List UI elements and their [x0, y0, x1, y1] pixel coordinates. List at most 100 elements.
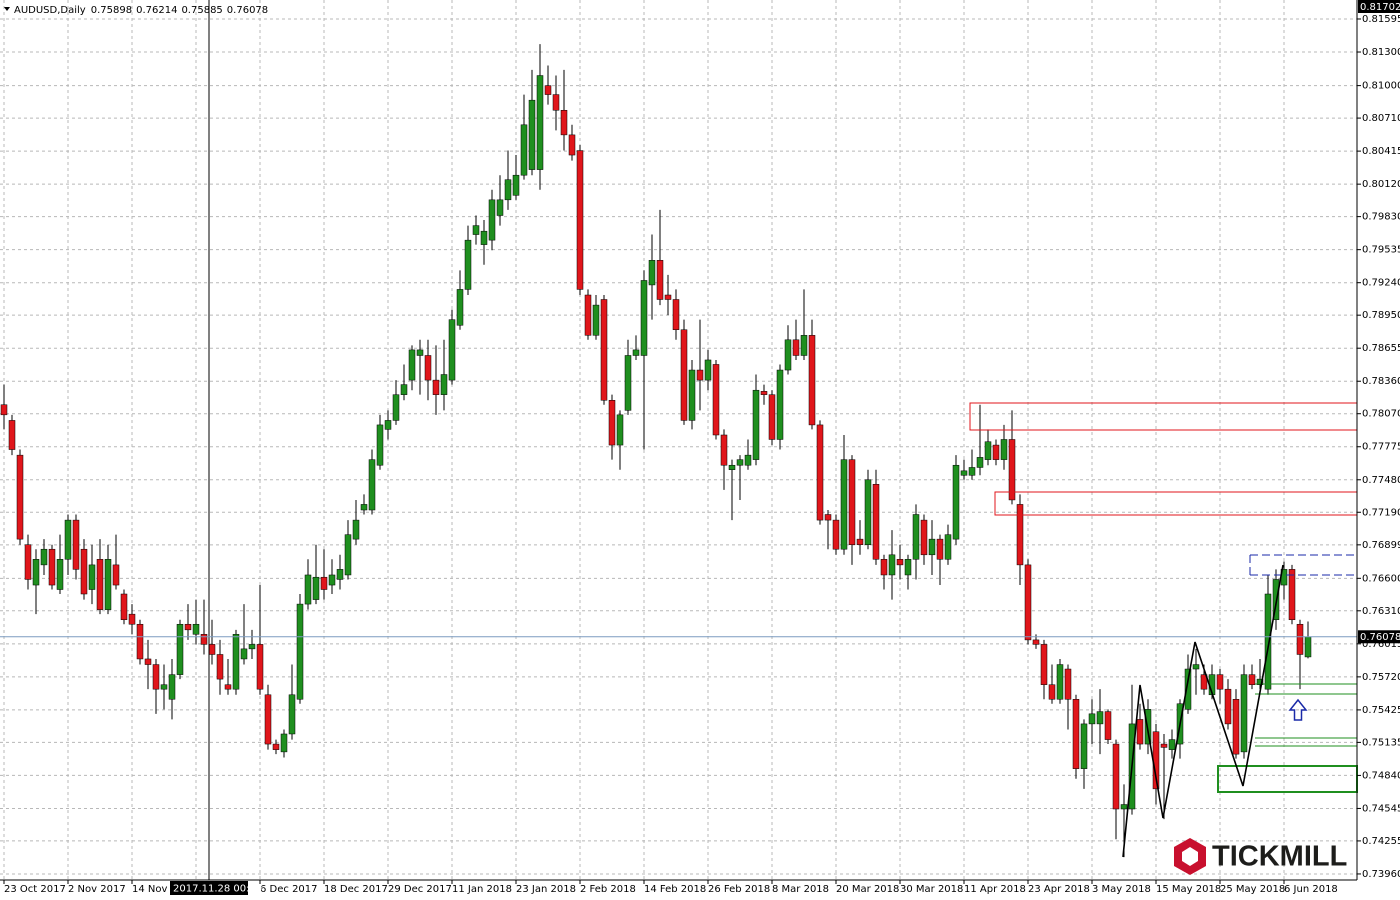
- x-tick-label: 11 Apr 2018: [964, 884, 1026, 895]
- candle-body: [424, 355, 432, 381]
- candle-body: [624, 355, 632, 411]
- candle-body: [472, 225, 480, 235]
- candle-body: [640, 280, 648, 356]
- y-tick-label: 0.75425: [1362, 705, 1400, 716]
- x-tick-label: 20 Mar 2018: [836, 884, 899, 895]
- candle-body: [344, 534, 352, 576]
- candle-body: [352, 519, 360, 540]
- candle-body: [584, 294, 592, 336]
- candle-body: [712, 364, 720, 436]
- menu-triangle: [4, 7, 10, 11]
- candle-body: [232, 634, 240, 690]
- candle-body: [1112, 743, 1120, 810]
- candle-body: [800, 335, 808, 356]
- candle-body: [128, 613, 136, 625]
- crosshair-label: 2017.11.28 00:00: [173, 884, 262, 895]
- candle-body: [24, 544, 32, 580]
- x-tick-label: 11 Jan 2018: [452, 884, 512, 895]
- header-open: 0.75898: [91, 5, 132, 16]
- y-tick-label: 0.78070: [1362, 409, 1400, 420]
- candle-body: [1224, 688, 1232, 725]
- candle-body: [1216, 674, 1224, 690]
- candle-body: [312, 576, 320, 600]
- scale-top-box: [1358, 0, 1400, 13]
- candle-body: [824, 514, 832, 521]
- candle-body: [440, 374, 448, 395]
- y-tick-label: 0.75720: [1362, 672, 1400, 683]
- candle-body: [1080, 723, 1088, 769]
- y-tick-label: 0.79240: [1362, 278, 1400, 289]
- candle-body: [808, 335, 816, 426]
- candle-body: [8, 420, 16, 450]
- candle-body: [1256, 678, 1264, 685]
- candle-body: [80, 548, 88, 595]
- current-price-box: [1358, 630, 1400, 644]
- y-tick-label: 0.76015: [1362, 639, 1400, 650]
- candle-body: [560, 109, 568, 136]
- candle-body: [336, 569, 344, 580]
- x-tick-label: 6 Dec 2017: [260, 884, 318, 895]
- candle-body: [384, 420, 392, 430]
- candles: [0, 44, 1312, 858]
- candle-body: [632, 349, 640, 356]
- candle-body: [960, 470, 968, 476]
- candle-body: [752, 389, 760, 460]
- symbol: AUDUSD,Daily: [14, 5, 86, 16]
- candle-body: [776, 369, 784, 440]
- candle-body: [272, 743, 280, 750]
- candle-body: [432, 379, 440, 395]
- grid: [0, 0, 1357, 880]
- y-tick-label: 0.81595: [1362, 14, 1400, 25]
- candle-body: [136, 623, 144, 660]
- candle-body: [592, 304, 600, 336]
- candle-body: [1240, 674, 1248, 753]
- candle-body: [480, 230, 488, 245]
- candle-body: [720, 434, 728, 466]
- candle-body: [976, 457, 984, 468]
- candle-body: [992, 444, 1000, 460]
- candle-body: [1016, 504, 1024, 566]
- candle-body: [984, 441, 992, 460]
- candle-body: [1032, 639, 1040, 645]
- candle-body: [896, 559, 904, 566]
- candle-body: [968, 467, 976, 476]
- candle-body: [848, 459, 856, 545]
- candle-body: [512, 174, 520, 196]
- y-tick-label: 0.74840: [1362, 770, 1400, 781]
- candle-body: [144, 658, 152, 665]
- candle-body: [1024, 564, 1032, 641]
- y-tick-label: 0.79535: [1362, 245, 1400, 256]
- candle-body: [1232, 699, 1240, 755]
- candle-body: [792, 339, 800, 356]
- header-low: 0.75885: [181, 5, 222, 16]
- candle-body: [832, 519, 840, 550]
- candle-body: [680, 329, 688, 421]
- candle-body: [1248, 674, 1256, 685]
- candle-body: [688, 369, 696, 421]
- candle-body: [16, 454, 24, 540]
- candle-body: [320, 576, 328, 590]
- y-tick-label: 0.76899: [1362, 540, 1400, 551]
- candle-body: [400, 384, 408, 395]
- x-tick-label: 29 Dec 2017: [388, 884, 452, 895]
- x-tick-label: 2 Feb 2018: [580, 884, 636, 895]
- candle-body: [1120, 804, 1128, 810]
- x-axis: 23 Oct 2017 2 Nov 2017 14 Nov 2017 6 Dec 20…: [3, 880, 1338, 895]
- y-tick-label: 0.77190: [1362, 507, 1400, 518]
- candle-body: [576, 150, 584, 290]
- candle-body: [1088, 713, 1096, 725]
- candle-body: [160, 684, 168, 690]
- y-tick-label: 0.81000: [1362, 81, 1400, 92]
- x-tick-label: 23 Jan 2018: [516, 884, 576, 895]
- x-tick-label: 2 Nov 2017: [68, 884, 126, 895]
- candle-body: [104, 559, 112, 610]
- candle-body: [928, 538, 936, 556]
- candle-body: [536, 75, 544, 170]
- candle-body: [856, 538, 864, 545]
- candle-body: [376, 424, 384, 466]
- candle-body: [256, 644, 264, 690]
- candle-body: [1056, 664, 1064, 700]
- candle-body: [368, 459, 376, 511]
